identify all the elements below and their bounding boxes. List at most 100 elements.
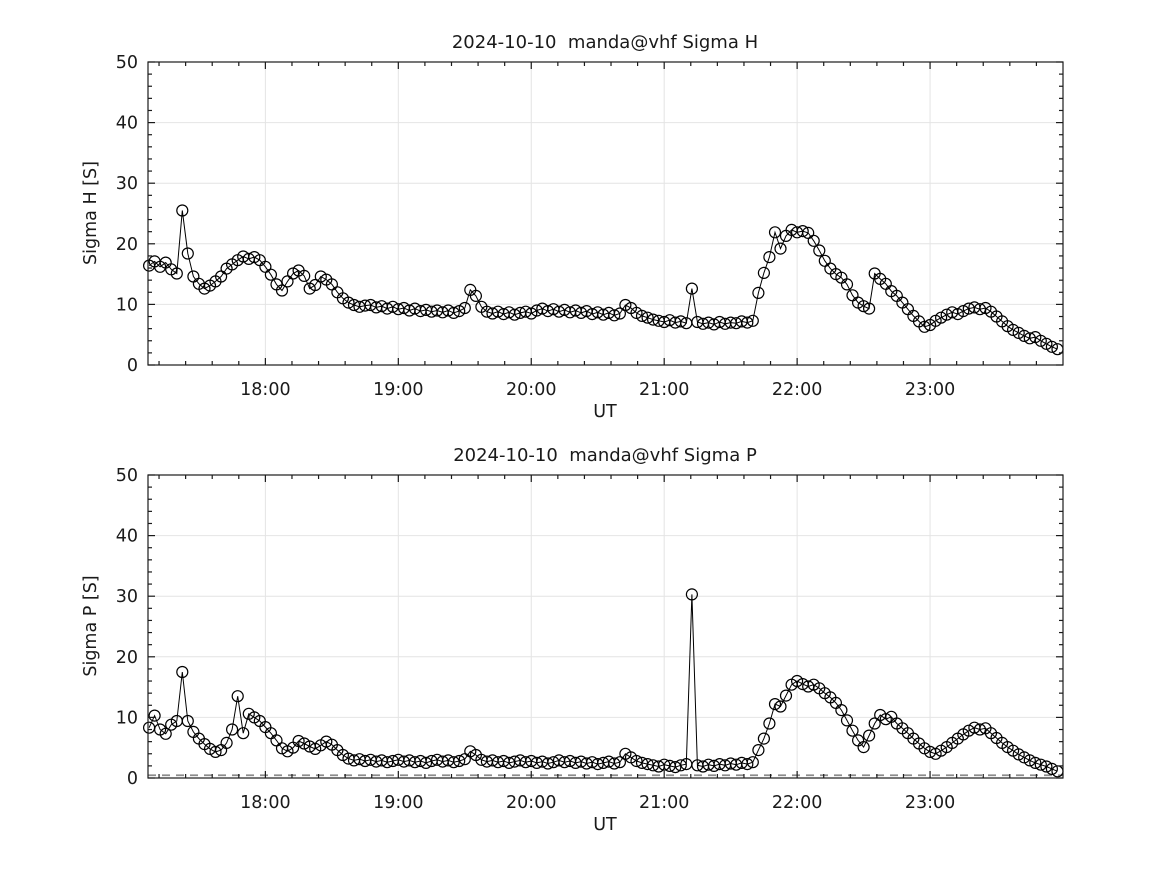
data-point-marker [503,756,516,770]
data-point-marker [619,298,632,312]
data-point-marker [846,724,859,737]
data-point-marker [641,311,654,324]
data-point-marker [857,740,870,754]
y-tick-label: 10 [116,708,138,728]
sigma-p-x-axis-label: UT [593,815,617,835]
data-point-marker [862,729,876,742]
data-point-marker [746,314,759,327]
data-series-line [148,594,1058,772]
x-tick-label: 20:00 [506,380,556,400]
data-point-marker [741,757,754,771]
data-point-marker [635,309,649,322]
x-tick-label: 21:00 [639,793,689,813]
data-point-marker [613,756,627,769]
data-point-marker [763,251,776,264]
x-tick-label: 18:00 [240,793,290,813]
x-tick-label: 18:00 [240,380,290,400]
data-point-marker [469,289,482,302]
data-point-marker [209,745,222,759]
data-point-marker [181,714,194,728]
data-point-marker [813,244,826,257]
data-point-marker [674,759,687,772]
plot-frame [147,474,1064,779]
data-point-marker [918,320,931,333]
data-point-marker [857,300,870,313]
data-point-marker [779,689,793,702]
data-point-marker [608,309,621,322]
y-tick-label: 30 [116,587,138,607]
data-point-marker [176,665,189,679]
data-point-marker [541,757,555,770]
data-point-marker [768,697,782,711]
y-tick-label: 40 [116,527,138,547]
sigma-h-plot-area: 18:00 19:00 20:00 21:00 22:00 23:00 0 10 20 30 40 5… [116,53,1064,400]
sigma-h-chart: 18:00 19:00 20:00 21:00 22:00 23:00 0 10 20 30 40 5… [81,32,1064,422]
data-point-marker [159,727,172,740]
data-point-marker [453,754,466,768]
data-series-line [148,210,1058,350]
x-tick-label: 22:00 [772,380,822,400]
data-point-marker [840,714,854,727]
y-tick-label: 20 [116,235,138,255]
data-point-marker [226,723,239,736]
data-point-marker [774,700,787,713]
data-point-marker [298,269,311,282]
data-point-marker [458,301,471,315]
data-point-marker [264,268,277,281]
data-point-marker [862,302,876,315]
data-point-marker [1023,754,1036,767]
x-tick-label: 20:00 [506,793,556,813]
y-tick-label: 40 [116,114,138,134]
sigma-p-plot-area: 18:00 19:00 20:00 21:00 22:00 23:00 0 10 20 30 40 5… [116,466,1064,813]
data-point-marker [309,278,322,292]
plot-frame [147,61,1064,366]
data-point-marker [1045,340,1059,353]
y-tick-label: 0 [127,769,138,789]
data-point-marker [342,296,355,309]
data-point-marker [752,743,765,757]
data-point-marker [774,242,787,255]
data-point-marker [1040,760,1053,773]
y-tick-label: 50 [116,466,138,486]
sigma-p-chart: 18:00 19:00 20:00 21:00 22:00 23:00 0 10 20 30 40 5… [81,445,1064,835]
data-point-marker [170,267,183,280]
data-point-marker [674,315,687,328]
data-point-marker [840,278,854,291]
data-point-marker [973,303,987,316]
data-point-marker [419,756,433,770]
data-point-marker [613,307,627,320]
x-tick-label: 23:00 [905,793,955,813]
data-point-marker [796,225,809,238]
x-tick-label: 19:00 [373,793,423,813]
y-tick-label: 50 [116,53,138,73]
data-point-marker [231,690,244,703]
sigma-h-x-axis-label: UT [593,402,617,422]
data-point-marker [608,757,621,770]
y-tick-label: 0 [127,356,138,376]
data-point-marker [1034,758,1047,771]
data-point-marker [630,754,643,768]
data-point-marker [508,308,521,321]
y-tick-label: 30 [116,174,138,194]
x-tick-label: 23:00 [905,380,955,400]
sigma-p-title: 2024-10-10 manda@vhf Sigma P [453,445,757,466]
data-point-marker [868,717,881,730]
data-point-marker [752,286,765,299]
data-point-marker [973,723,987,736]
data-point-marker [1029,756,1042,770]
data-point-marker [447,756,460,769]
data-point-marker [757,732,771,745]
x-tick-label: 21:00 [639,380,689,400]
data-point-marker [237,727,250,740]
data-point-marker [1034,334,1047,347]
sigma-p-y-axis-label: Sigma P [S] [81,575,101,676]
data-point-marker [835,703,848,717]
data-point-marker [669,760,682,774]
data-point-marker [275,284,289,297]
x-tick-label: 19:00 [373,380,423,400]
data-point-marker [181,247,194,260]
sigma-h-title: 2024-10-10 manda@vhf Sigma H [452,32,758,53]
data-point-marker [447,306,460,319]
